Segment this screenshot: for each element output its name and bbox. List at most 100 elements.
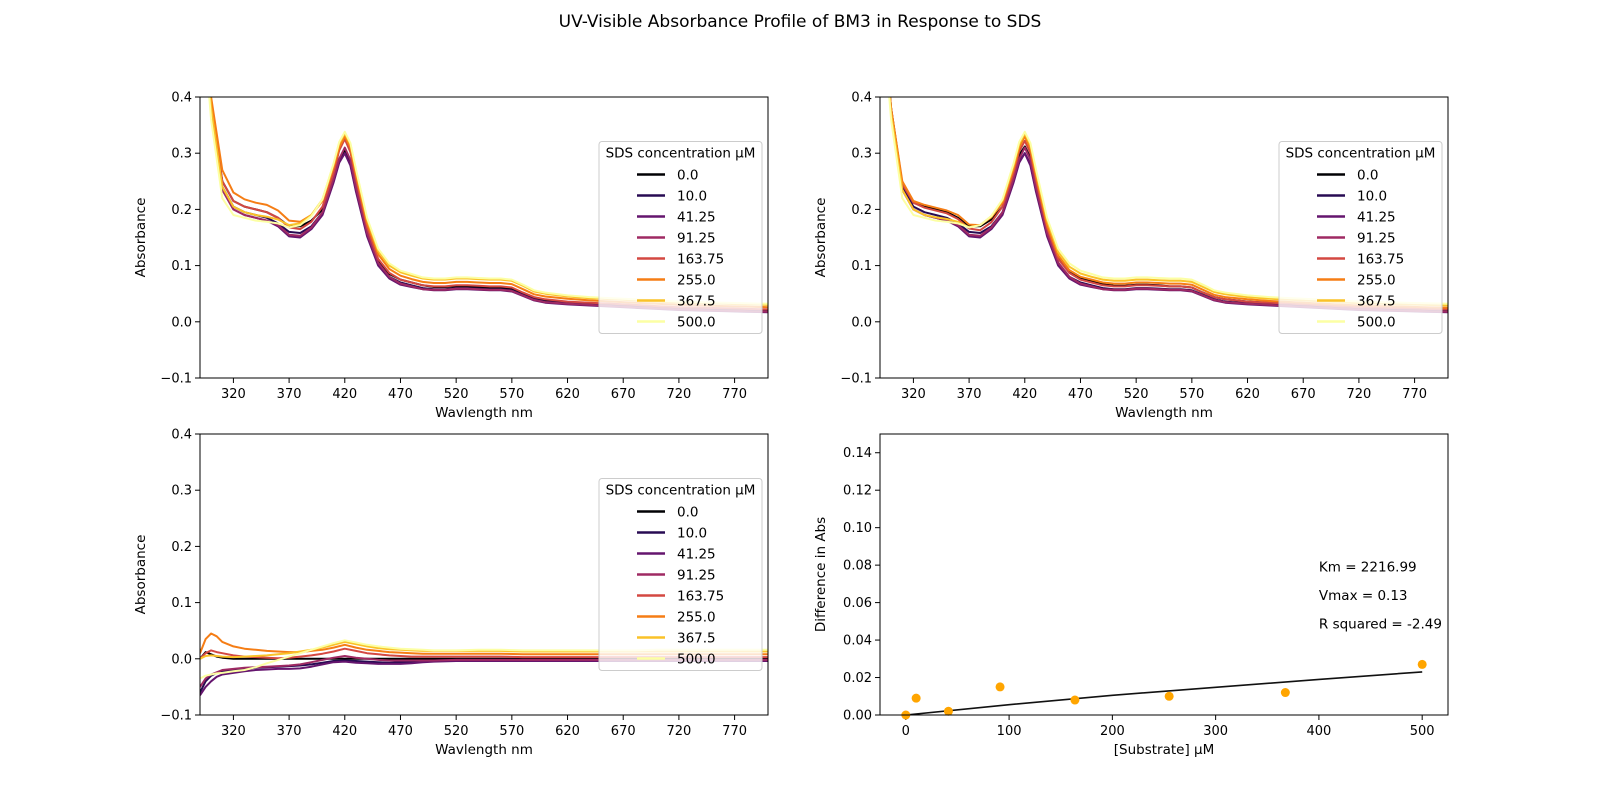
y-tick-label: 0.0 <box>171 652 192 667</box>
legend-label-367.5: 367.5 <box>677 631 716 647</box>
x-tick-label: 570 <box>499 724 524 739</box>
legend-label-367.5: 367.5 <box>677 294 716 310</box>
legend-label-10.0: 10.0 <box>677 526 707 542</box>
panel-top-left: 320 370 420 470 520 570 620 670 720 770 −0.1 0.0 0.1… <box>133 91 769 421</box>
legend-label-10.0: 10.0 <box>1357 189 1387 205</box>
y-tick-label: 0.4 <box>171 428 192 443</box>
data-point <box>1417 659 1427 669</box>
y-tick-label: −0.1 <box>840 372 872 387</box>
x-tick-label: 320 <box>221 387 246 402</box>
y-tick-label: 0.08 <box>843 559 872 574</box>
x-tick-label: 470 <box>1068 387 1093 402</box>
x-tick-label: 770 <box>722 724 747 739</box>
legend-label-255.0: 255.0 <box>677 610 716 626</box>
legend-label-163.75: 163.75 <box>677 589 724 605</box>
y-tick-label: 0.12 <box>843 484 872 499</box>
legend-title: SDS concentration µM <box>606 146 756 162</box>
x-tick-label: 570 <box>499 387 524 402</box>
x-tick-label: 320 <box>221 724 246 739</box>
x-tick-label: 0 <box>902 724 910 739</box>
figure-title: UV-Visible Absorbance Profile of BM3 in … <box>558 12 1042 32</box>
y-tick-label: 0.0 <box>171 315 192 330</box>
x-tick-label: 200 <box>1100 724 1125 739</box>
legend-label-41.25: 41.25 <box>677 547 716 563</box>
x-tick-label: 520 <box>444 724 469 739</box>
y-tick-label: 0.06 <box>843 596 872 611</box>
legend-label-163.75: 163.75 <box>1357 252 1404 268</box>
y-tick-label: 0.1 <box>171 596 192 611</box>
legend-label-91.25: 91.25 <box>677 568 716 584</box>
legend-label-500.0: 500.0 <box>677 315 716 331</box>
x-axis-label: Wavlength nm <box>435 405 533 421</box>
legend-label-367.5: 367.5 <box>1357 294 1396 310</box>
x-tick-label: 620 <box>555 724 580 739</box>
legend-label-10.0: 10.0 <box>677 189 707 205</box>
data-point <box>995 682 1005 692</box>
legend-label-163.75: 163.75 <box>677 252 724 268</box>
annotation-0: Km = 2216.99 <box>1319 560 1417 576</box>
axes-frame <box>199 433 769 716</box>
x-tick-label: 670 <box>1291 387 1316 402</box>
x-tick-label: 470 <box>388 724 413 739</box>
legend-box <box>598 478 763 671</box>
x-tick-label: 770 <box>1402 387 1427 402</box>
y-axis-label: Absorbance <box>813 198 829 278</box>
y-tick-label: −0.1 <box>160 709 192 724</box>
legend-label-41.25: 41.25 <box>677 210 716 226</box>
legend-box <box>1278 141 1443 334</box>
x-tick-label: 420 <box>332 387 357 402</box>
legend-label-255.0: 255.0 <box>677 273 716 289</box>
data-point <box>1070 695 1080 705</box>
y-tick-label: −0.1 <box>160 372 192 387</box>
x-tick-label: 520 <box>444 387 469 402</box>
axes-frame <box>199 96 769 379</box>
x-tick-label: 470 <box>388 387 413 402</box>
x-tick-label: 670 <box>611 387 636 402</box>
y-tick-label: 0.2 <box>171 203 192 218</box>
panel-top-right: 320 370 420 470 520 570 620 670 720 770 −0.1 0.0 0.1… <box>813 91 1449 421</box>
y-axis-label: Absorbance <box>133 198 149 278</box>
legend-title: SDS concentration µM <box>1286 146 1436 162</box>
x-tick-label: 620 <box>555 387 580 402</box>
x-tick-label: 720 <box>666 724 691 739</box>
fit-line <box>905 671 1423 715</box>
x-tick-label: 620 <box>1235 387 1260 402</box>
annotation-2: R squared = -2.49 <box>1319 617 1442 633</box>
x-tick-label: 520 <box>1124 387 1149 402</box>
x-tick-label: 100 <box>997 724 1022 739</box>
legend-label-0.0: 0.0 <box>1357 168 1378 184</box>
y-tick-label: 0.02 <box>843 671 872 686</box>
y-tick-label: 0.3 <box>171 147 192 162</box>
panel-bottom-left: 320 370 420 470 520 570 620 670 720 770 −0.1 0.0 0.1… <box>133 428 769 758</box>
y-tick-label: 0.0 <box>851 315 872 330</box>
x-tick-label: 420 <box>332 724 357 739</box>
x-tick-label: 420 <box>1012 387 1037 402</box>
y-axis-label: Absorbance <box>133 535 149 615</box>
y-tick-label: 0.3 <box>171 484 192 499</box>
y-tick-label: 0.4 <box>851 91 872 106</box>
data-point <box>1280 688 1290 698</box>
legend-label-0.0: 0.0 <box>677 505 698 521</box>
y-tick-label: 0.1 <box>171 259 192 274</box>
annotation-1: Vmax = 0.13 <box>1319 588 1408 604</box>
y-tick-label: 0.4 <box>171 91 192 106</box>
x-tick-label: 670 <box>611 724 636 739</box>
y-tick-label: 0.2 <box>171 540 192 555</box>
x-tick-label: 300 <box>1203 724 1228 739</box>
y-tick-label: 0.2 <box>851 203 872 218</box>
legend-label-0.0: 0.0 <box>677 168 698 184</box>
x-tick-label: 370 <box>277 724 302 739</box>
x-tick-label: 720 <box>666 387 691 402</box>
y-axis-label: Difference in Abs <box>813 517 829 632</box>
y-tick-label: 0.3 <box>851 147 872 162</box>
legend-label-500.0: 500.0 <box>677 652 716 668</box>
y-tick-label: 0.00 <box>843 709 872 724</box>
x-tick-label: 370 <box>277 387 302 402</box>
legend-label-91.25: 91.25 <box>677 231 716 247</box>
legend-label-500.0: 500.0 <box>1357 315 1396 331</box>
legend: SDS concentration µM 0.0 10.0 41.25 91.25 163… <box>598 141 763 334</box>
x-tick-label: 500 <box>1410 724 1435 739</box>
y-tick-label: 0.1 <box>851 259 872 274</box>
